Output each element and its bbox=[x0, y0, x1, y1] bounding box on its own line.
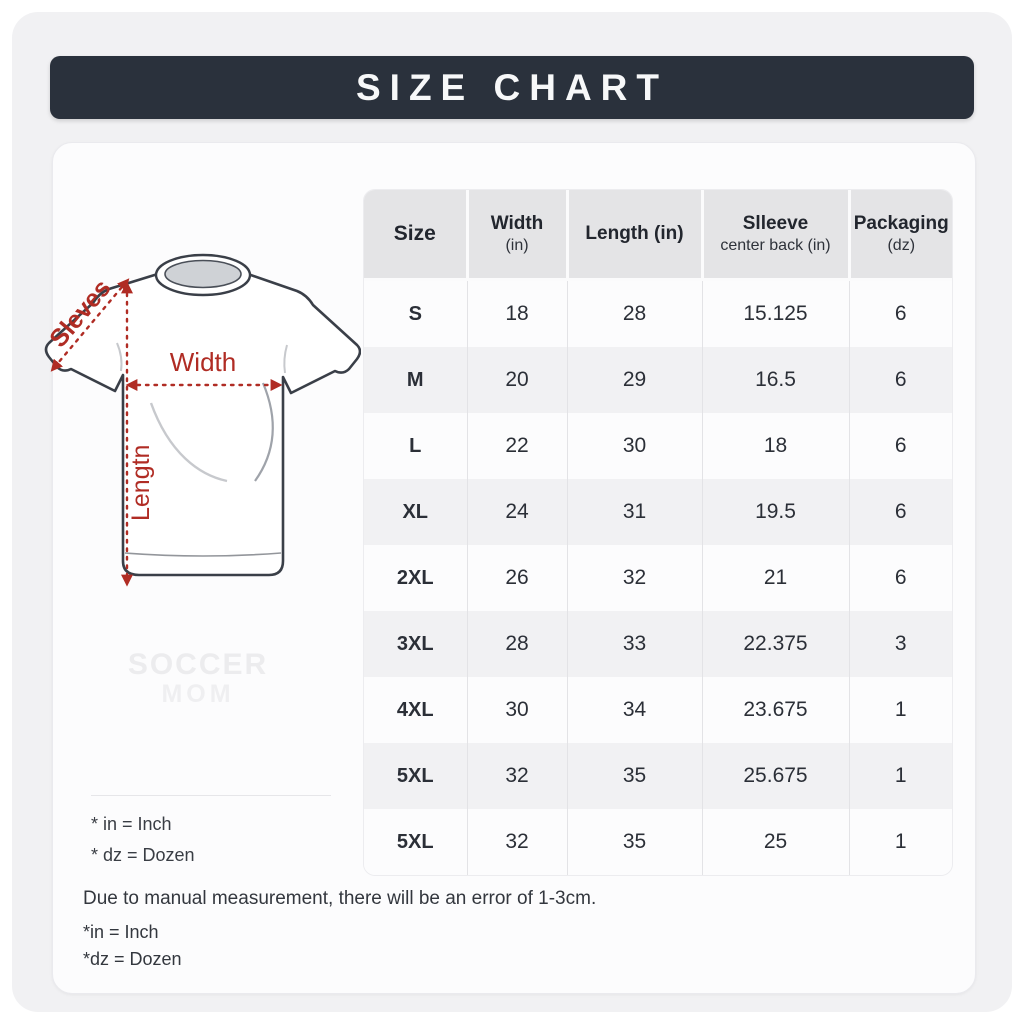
watermark-line2: MOM bbox=[161, 680, 235, 708]
cell-length: 28 bbox=[566, 279, 702, 347]
footer-inch-note: *in = Inch bbox=[83, 922, 159, 942]
cell-length: 33 bbox=[566, 611, 702, 677]
cell-size: 4XL bbox=[364, 677, 467, 743]
sleeve-fold-right bbox=[283, 344, 288, 374]
size-table-container: Size Width (in) Length (in) Slleeve cent… bbox=[363, 189, 953, 876]
col-header-width-label: Width bbox=[490, 213, 544, 235]
page-title: SIZE CHART bbox=[356, 66, 668, 108]
length-label: Lengtn bbox=[127, 445, 155, 521]
shirt-print-watermark: SOCCER MOM bbox=[113, 648, 283, 709]
cell-packaging: 1 bbox=[848, 743, 952, 809]
col-header-width: Width (in) bbox=[465, 190, 567, 281]
unit-legend: * in = Inch * dz = Dozen bbox=[91, 795, 353, 876]
cell-sleeve: 22.375 bbox=[701, 611, 849, 677]
footer-dozen-note: *dz = Dozen bbox=[83, 949, 182, 969]
cell-sleeve: 18 bbox=[701, 413, 849, 479]
cell-sleeve: 21 bbox=[701, 545, 849, 611]
cell-width: 32 bbox=[466, 809, 567, 875]
cell-sleeve: 16.5 bbox=[701, 347, 849, 413]
table-row: 4XL 30 34 23.675 1 bbox=[364, 677, 952, 743]
col-header-length-label: Length (in) bbox=[585, 223, 684, 245]
cell-size: 5XL bbox=[364, 809, 467, 875]
cell-size: S bbox=[364, 279, 467, 347]
col-header-packaging: Packaging (dz) bbox=[847, 190, 952, 281]
cell-packaging: 6 bbox=[848, 479, 952, 545]
cell-size: M bbox=[364, 347, 467, 413]
cell-sleeve: 25 bbox=[701, 809, 849, 875]
cell-width: 24 bbox=[466, 479, 567, 545]
cell-length: 32 bbox=[566, 545, 702, 611]
cell-width: 30 bbox=[466, 677, 567, 743]
table-row: 5XL 32 35 25 1 bbox=[364, 809, 952, 875]
cell-size: 2XL bbox=[364, 545, 467, 611]
cell-packaging: 6 bbox=[848, 545, 952, 611]
cell-sleeve: 19.5 bbox=[701, 479, 849, 545]
cell-width: 20 bbox=[466, 347, 567, 413]
wrinkle-left bbox=[149, 402, 228, 483]
cell-width: 26 bbox=[466, 545, 567, 611]
cell-sleeve: 25.675 bbox=[701, 743, 849, 809]
legend-dozen: * dz = Dozen bbox=[91, 845, 195, 865]
hem-line bbox=[124, 552, 282, 557]
cell-length: 29 bbox=[566, 347, 702, 413]
col-header-packaging-unit: (dz) bbox=[887, 236, 916, 254]
cell-length: 35 bbox=[566, 743, 702, 809]
col-header-size-label: Size bbox=[393, 221, 436, 245]
width-label: Width bbox=[170, 347, 236, 377]
cell-length: 31 bbox=[566, 479, 702, 545]
cell-size: XL bbox=[364, 479, 467, 545]
cell-size: L bbox=[364, 413, 467, 479]
sleeve-arrow bbox=[50, 278, 130, 372]
cell-packaging: 1 bbox=[848, 677, 952, 743]
cell-width: 18 bbox=[466, 279, 567, 347]
table-row: XL 24 31 19.5 6 bbox=[364, 479, 952, 545]
watermark-line1: SOCCER bbox=[127, 648, 269, 681]
col-header-size: Size bbox=[364, 190, 467, 281]
size-table: Size Width (in) Length (in) Slleeve cent… bbox=[364, 190, 952, 875]
cell-packaging: 3 bbox=[848, 611, 952, 677]
table-row: 2XL 26 32 21 6 bbox=[364, 545, 952, 611]
cell-width: 32 bbox=[466, 743, 567, 809]
cell-sleeve: 15.125 bbox=[701, 279, 849, 347]
legend-divider bbox=[91, 795, 331, 796]
col-header-sleeve: Slleeve center back (in) bbox=[700, 190, 849, 281]
table-row: M 20 29 16.5 6 bbox=[364, 347, 952, 413]
wrinkle-right bbox=[254, 382, 274, 482]
tshirt-diagram: Sleves Width Lengtn bbox=[31, 253, 362, 603]
header-row: Size Width (in) Length (in) Slleeve cent… bbox=[364, 190, 952, 281]
size-chart-card: Sleves Width Lengtn SOCCER MOM * in = In… bbox=[44, 142, 976, 994]
cell-length: 34 bbox=[566, 677, 702, 743]
table-row: S 18 28 15.125 6 bbox=[364, 279, 952, 347]
table-row: 3XL 28 33 22.375 3 bbox=[364, 611, 952, 677]
table-row: L 22 30 18 6 bbox=[364, 413, 952, 479]
size-table-body: S 18 28 15.125 6 M 20 29 16.5 6 L 22 30 18 6 XL 24 31 19.5… bbox=[364, 279, 952, 875]
cell-packaging: 1 bbox=[848, 809, 952, 875]
col-header-length: Length (in) bbox=[565, 190, 702, 281]
tshirt-illustration: Sleves Width Lengtn bbox=[44, 253, 362, 587]
cell-sleeve: 23.675 bbox=[701, 677, 849, 743]
col-header-packaging-label: Packaging bbox=[853, 213, 949, 235]
cell-packaging: 6 bbox=[848, 279, 952, 347]
col-header-width-unit: (in) bbox=[505, 236, 529, 254]
cell-size: 5XL bbox=[364, 743, 467, 809]
cell-width: 22 bbox=[466, 413, 567, 479]
measurement-note: Due to manual measurement, there will be… bbox=[83, 888, 597, 909]
legend-inch: * in = Inch bbox=[91, 814, 172, 834]
cell-width: 28 bbox=[466, 611, 567, 677]
cell-length: 35 bbox=[566, 809, 702, 875]
cell-packaging: 6 bbox=[848, 347, 952, 413]
cell-packaging: 6 bbox=[848, 413, 952, 479]
cell-length: 30 bbox=[566, 413, 702, 479]
col-header-sleeve-unit: center back (in) bbox=[720, 236, 831, 254]
cell-size: 3XL bbox=[364, 611, 467, 677]
size-chart-banner: SIZE CHART bbox=[50, 56, 974, 119]
table-row: 5XL 32 35 25.675 1 bbox=[364, 743, 952, 809]
col-header-sleeve-label: Slleeve bbox=[742, 213, 809, 235]
collar-inner bbox=[164, 259, 242, 289]
size-table-head: Size Width (in) Length (in) Slleeve cent… bbox=[364, 190, 952, 281]
